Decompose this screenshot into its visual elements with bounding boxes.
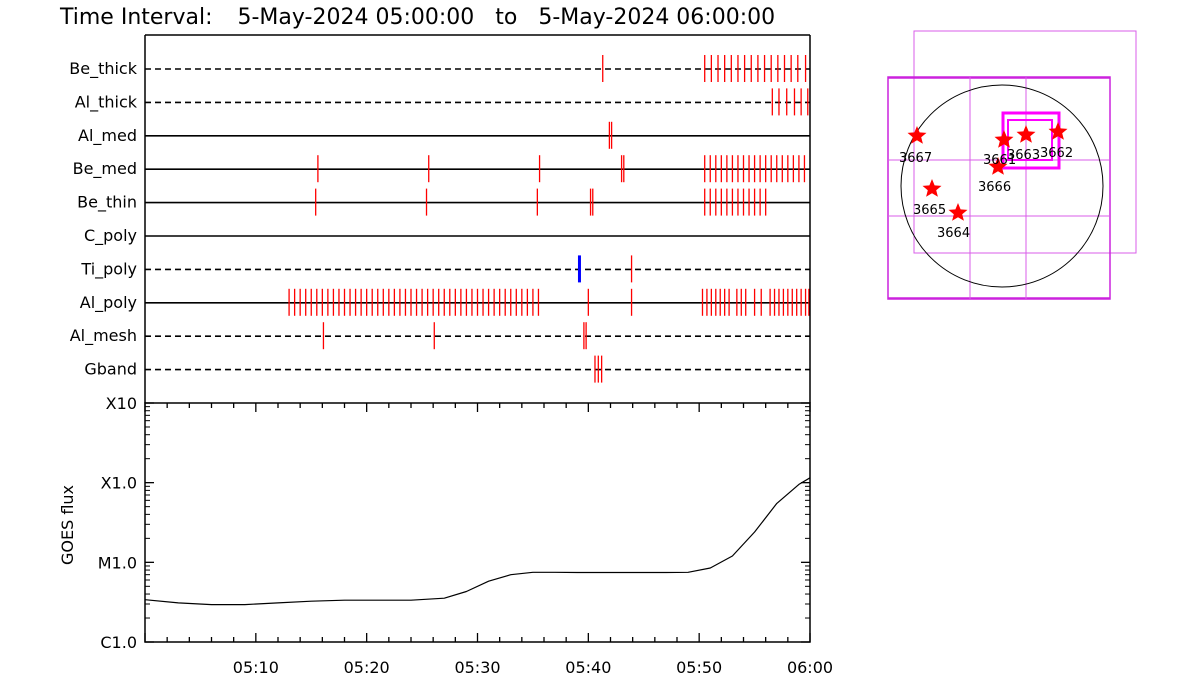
timeline-row-al-thick: Al_thick xyxy=(75,88,810,116)
region-star-icon xyxy=(922,179,942,197)
timeline-rows: Be_thick Al_thick Al_med Be_med Be_thin C_pol… xyxy=(69,55,810,383)
x-tick-label: 05:20 xyxy=(344,658,390,677)
row-label: Be_med xyxy=(73,159,137,179)
region-3663: 3663 xyxy=(1007,125,1040,163)
region-label: 3662 xyxy=(1040,146,1073,161)
region-star-icon xyxy=(907,126,927,144)
region-3664: 3664 xyxy=(937,203,970,241)
attenuator-timeline-panel: Be_thick Al_thick Al_med Be_med Be_thin C_pol… xyxy=(69,34,811,403)
region-3667: 3667 xyxy=(899,126,932,166)
map-outer-box xyxy=(913,30,1137,254)
row-label: Al_mesh xyxy=(70,326,137,346)
row-label: C_poly xyxy=(84,226,137,246)
region-label: 3665 xyxy=(913,203,946,218)
y-tick-label: M1.0 xyxy=(98,553,137,572)
region-label: 3664 xyxy=(937,226,970,241)
x-tick-label: 06:00 xyxy=(787,658,833,677)
row-label: Al_med xyxy=(78,126,137,146)
region-3666: 3666 xyxy=(978,157,1011,195)
row-label: Al_poly xyxy=(80,293,137,313)
timeline-row-gband: Gband xyxy=(84,355,810,383)
timeline-row-be-thin: Be_thin xyxy=(77,188,810,216)
goes-plot-frame xyxy=(144,402,811,643)
y-tick-label: C1.0 xyxy=(100,633,137,652)
x-tick-label: 05:50 xyxy=(676,658,722,677)
goes-flux-line xyxy=(144,477,811,606)
region-star-icon xyxy=(948,203,968,221)
timeline-row-al-poly: Al_poly xyxy=(80,288,810,316)
y-tick-label: X1.0 xyxy=(101,474,137,493)
region-label: 3667 xyxy=(899,151,932,166)
solar-limb xyxy=(900,84,1104,288)
x-tick-label: 05:10 xyxy=(233,658,279,677)
region-label: 3663 xyxy=(1007,148,1040,163)
timeline-row-al-mesh: Al_mesh xyxy=(70,322,810,350)
x-tick-label: 05:40 xyxy=(565,658,611,677)
timeline-row-c-poly: C_poly xyxy=(84,226,810,246)
goes-y-label: GOES flux xyxy=(58,485,77,565)
timeline-row-be-thick: Be_thick xyxy=(69,55,810,82)
region-star-icon xyxy=(988,157,1008,175)
row-label: Ti_poly xyxy=(80,259,137,279)
row-label: Gband xyxy=(84,360,137,379)
region-3665: 3665 xyxy=(913,179,946,218)
region-label: 3666 xyxy=(978,180,1011,195)
timeline-row-be-med: Be_med xyxy=(73,155,810,183)
map-grid-box xyxy=(887,76,1111,300)
title-to: to xyxy=(495,5,517,30)
row-label: Be_thick xyxy=(69,59,137,79)
row-label: Be_thin xyxy=(77,193,137,213)
title-prefix: Time Interval: xyxy=(59,5,213,30)
goes-flux-panel: 05:10 05:20 05:30 05:40 05:50 06:00 C1.0 M1.0 X1… xyxy=(58,394,833,677)
region-star-icon xyxy=(1016,125,1036,143)
region-3661: 3661 xyxy=(983,130,1016,168)
timeline-row-ti-poly: Ti_poly xyxy=(80,255,810,283)
solar-disk-map: 3667 3665 3664 3666 3661 3663 3662 xyxy=(887,30,1137,300)
goes-content: 05:10 05:20 05:30 05:40 05:50 06:00 C1.0 M1.0 X1… xyxy=(58,394,833,677)
time-interval-title: Time Interval: 5-May-2024 05:00:00 to 5-… xyxy=(59,5,775,30)
title-end: 5-May-2024 06:00:00 xyxy=(538,5,775,30)
y-tick-label: X10 xyxy=(106,394,137,413)
region-label: 3661 xyxy=(983,153,1016,168)
x-tick-label: 05:30 xyxy=(454,658,500,677)
region-star-icon xyxy=(994,130,1014,148)
title-start: 5-May-2024 05:00:00 xyxy=(238,5,475,30)
row-label: Al_thick xyxy=(75,92,138,112)
region-star-icon xyxy=(1048,122,1068,140)
timeline-row-al-med: Al_med xyxy=(78,121,810,149)
region-3662: 3662 xyxy=(1040,122,1073,161)
